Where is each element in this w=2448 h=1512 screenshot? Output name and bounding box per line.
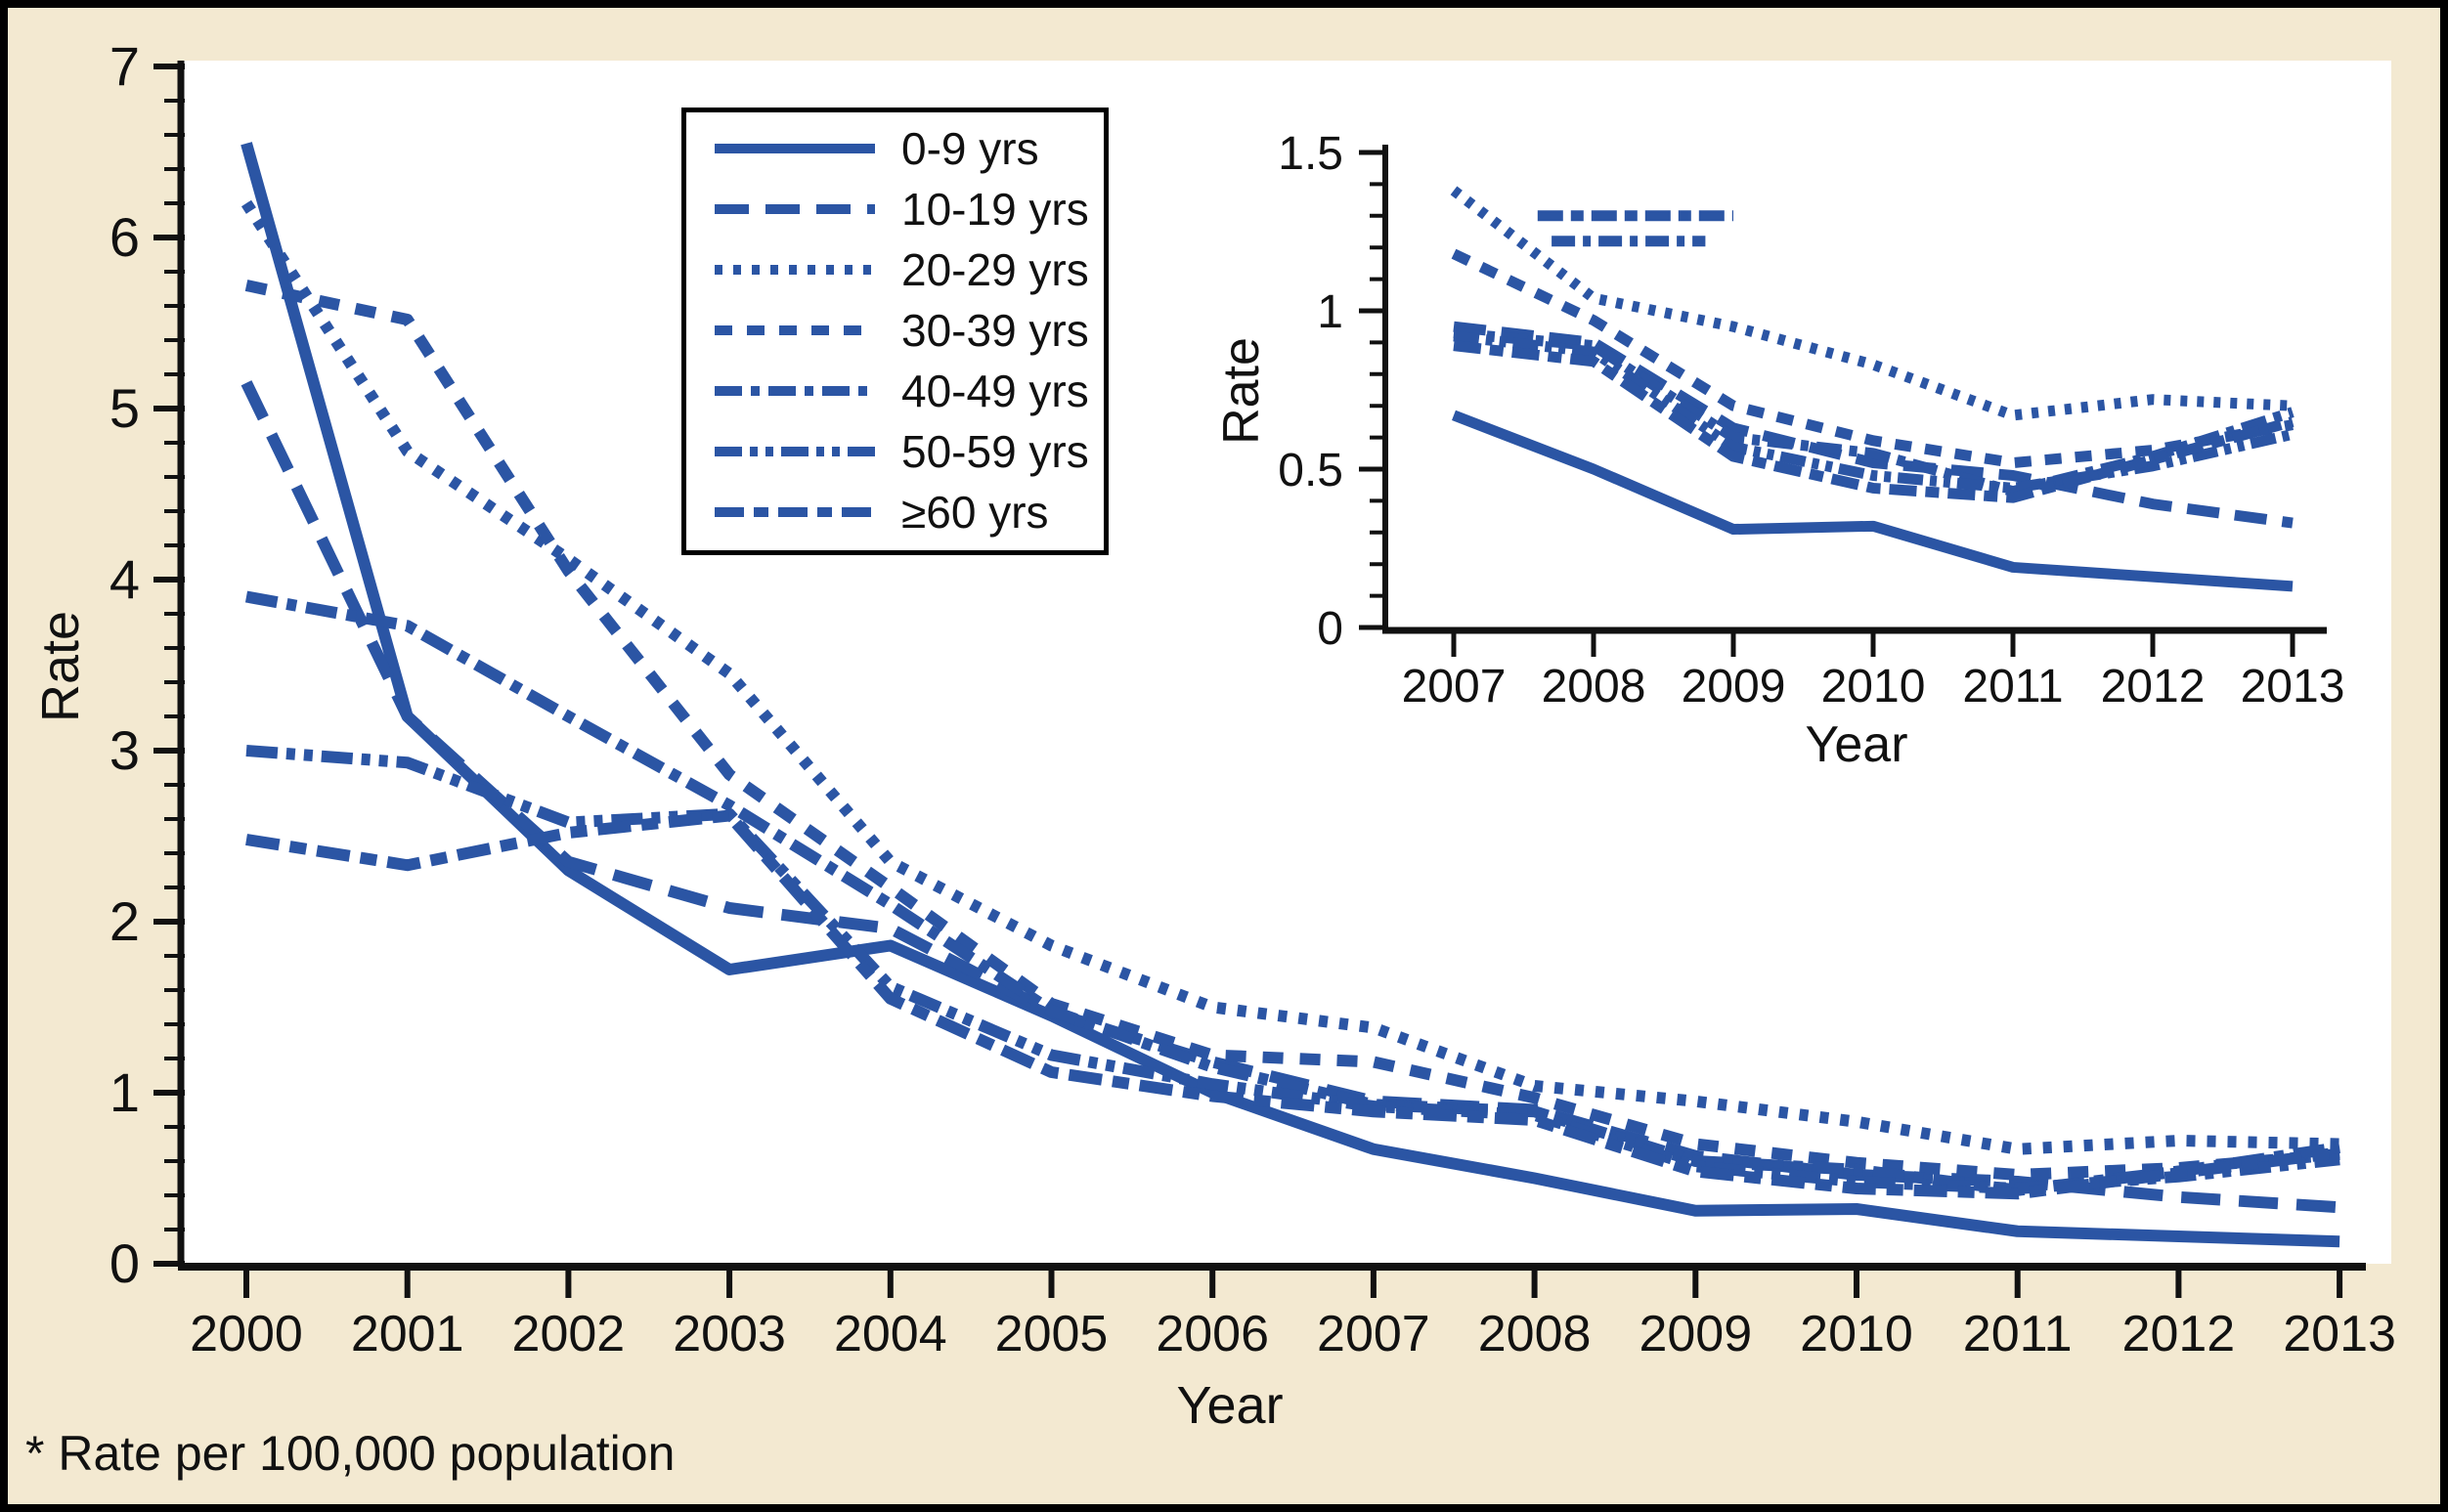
- inset-y-tick-label: 0: [1317, 603, 1343, 655]
- main-y-tick-label: 4: [109, 548, 140, 610]
- inset-x-tick-label: 2008: [1542, 661, 1646, 713]
- legend-item-label: 0-9 yrs: [901, 123, 1039, 174]
- main-x-tick-label: 2013: [2283, 1306, 2396, 1362]
- inset-series-0-9 yrs: [1452, 410, 2294, 592]
- inset-series-≥60 yrs: [1453, 340, 2295, 503]
- main-y-tick-label: 2: [109, 890, 140, 952]
- legend-item-10-19-yrs: 10-19 yrs: [712, 179, 1104, 239]
- inset-x-tick-label: 2010: [1821, 661, 1926, 713]
- plot-area: [184, 61, 2391, 1264]
- series-50-59 yrs: [245, 745, 2340, 1194]
- main-y-tick-label: 6: [109, 206, 140, 268]
- main-y-tick-label: 0: [109, 1232, 140, 1294]
- legend-line-sample-icon: [715, 325, 875, 335]
- inset-chart: 0 0.5 1 1.5 2007 2008 2009 2010 2011 2012 2013: [1278, 128, 2344, 713]
- inset-series-30-39 yrs: [1451, 248, 2294, 469]
- legend-item-label: 50-59 yrs: [901, 426, 1089, 477]
- legend-item-label: 40-49 yrs: [901, 366, 1089, 416]
- main-x-tick-label: 2000: [190, 1306, 303, 1362]
- legend-item-label: ≥60 yrs: [901, 487, 1049, 538]
- main-x-tick-label: 2011: [1963, 1306, 2073, 1362]
- inset-y-tick-label: 1.5: [1278, 128, 1343, 180]
- main-x-tick-label: 2001: [351, 1306, 464, 1362]
- main-x-tick-label: 2005: [995, 1306, 1109, 1362]
- main-x-tick-label: 2010: [1800, 1306, 1913, 1362]
- main-y-tick-label: 5: [109, 377, 140, 439]
- legend-item-30-39-yrs: 30-39 yrs: [712, 300, 1104, 361]
- series-≥60 yrs: [245, 809, 2340, 1200]
- legend-item-20-29-yrs: 20-29 yrs: [712, 239, 1104, 300]
- main-chart: 0 1 2 3 4 5 6 7 2000 2001 2002 2003 2004 2005 2006 2007…: [109, 35, 2396, 1362]
- inset-series-40-49 yrs: [1453, 327, 2295, 497]
- inset-y-tick-label: 0.5: [1278, 445, 1343, 497]
- legend-line-sample-icon: [715, 447, 875, 456]
- legend-line-sample-icon: [715, 144, 875, 153]
- legend-item-50-59-yrs: 50-59 yrs: [712, 421, 1104, 482]
- inset-x-tick-label: 2013: [2241, 661, 2345, 713]
- main-y-tick-label: 7: [109, 35, 140, 97]
- inset-x-axis-title: Year: [1805, 716, 1908, 773]
- legend-line-sample-icon: [715, 204, 875, 214]
- main-x-tick-label: 2008: [1478, 1306, 1592, 1362]
- legend-line-sample-icon: [715, 386, 875, 396]
- inset-x-tick-label: 2009: [1682, 661, 1786, 713]
- inset-y-tick-label: 1: [1317, 286, 1343, 338]
- legend: 0-9 yrs 10-19 yrs 20-29 yrs 30-39 yrs 40-49 …: [681, 108, 1109, 555]
- legend-line-sample-icon: [715, 507, 875, 517]
- legend-item-0-9-yrs: 0-9 yrs: [712, 118, 1104, 179]
- main-x-tick-label: 2006: [1156, 1306, 1269, 1362]
- series-0-9 yrs: [240, 142, 2340, 1248]
- inset-x-tick-label: 2011: [1962, 661, 2063, 713]
- main-x-tick-label: 2004: [834, 1306, 947, 1362]
- legend-item-40-49-yrs: 40-49 yrs: [712, 361, 1104, 421]
- inset-y-axis-title: Rate: [1213, 337, 1270, 445]
- main-y-tick-label: 3: [109, 719, 140, 781]
- inset-series-20-29 yrs: [1450, 186, 2294, 421]
- legend-item-label: 20-29 yrs: [901, 244, 1089, 295]
- inset-series-10-19 yrs: [1453, 321, 2294, 529]
- main-x-tick-label: 2009: [1639, 1306, 1752, 1362]
- legend-item-label: 30-39 yrs: [901, 305, 1089, 356]
- main-x-tick-label: 2003: [673, 1306, 786, 1362]
- main-x-tick-label: 2002: [512, 1306, 626, 1362]
- series-40-49 yrs: [244, 590, 2340, 1196]
- main-x-tick-label: 2007: [1317, 1306, 1430, 1362]
- inset-x-tick-label: 2007: [1402, 661, 1507, 713]
- legend-item--60-yrs: ≥60 yrs: [712, 482, 1104, 542]
- main-y-axis-title: Rate: [31, 610, 90, 723]
- inset-x-tick-label: 2012: [2101, 661, 2206, 713]
- footnote: * Rate per 100,000 population: [25, 1426, 676, 1481]
- legend-item-label: 10-19 yrs: [901, 184, 1089, 235]
- legend-line-sample-icon: [715, 265, 875, 275]
- main-x-tick-label: 2012: [2122, 1306, 2236, 1362]
- main-y-tick-label: 1: [109, 1061, 140, 1123]
- inset-series-50-59 yrs: [1453, 330, 2295, 494]
- main-x-axis-title: Year: [1176, 1376, 1284, 1435]
